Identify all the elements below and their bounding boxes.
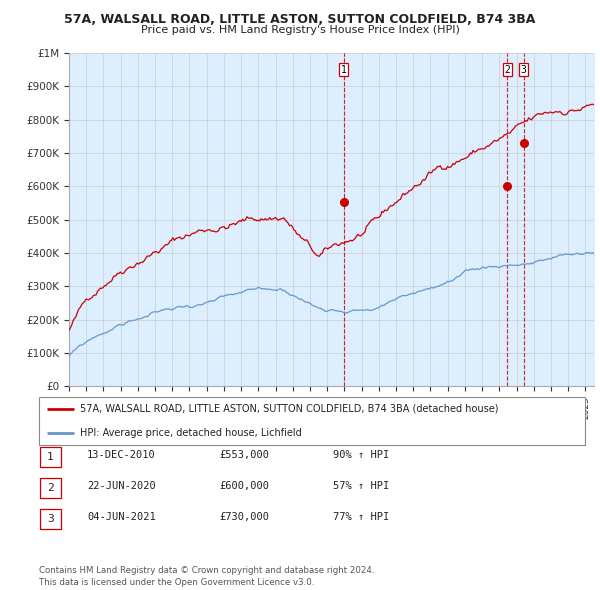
Text: 57A, WALSALL ROAD, LITTLE ASTON, SUTTON COLDFIELD, B74 3BA: 57A, WALSALL ROAD, LITTLE ASTON, SUTTON … bbox=[64, 13, 536, 26]
Text: 04-JUN-2021: 04-JUN-2021 bbox=[87, 512, 156, 522]
Text: 3: 3 bbox=[47, 514, 54, 523]
Text: HPI: Average price, detached house, Lichfield: HPI: Average price, detached house, Lich… bbox=[80, 428, 302, 438]
Text: 57A, WALSALL ROAD, LITTLE ASTON, SUTTON COLDFIELD, B74 3BA (detached house): 57A, WALSALL ROAD, LITTLE ASTON, SUTTON … bbox=[80, 404, 499, 414]
Text: 90% ↑ HPI: 90% ↑ HPI bbox=[333, 451, 389, 460]
Text: 3: 3 bbox=[521, 65, 527, 75]
Text: 2: 2 bbox=[505, 65, 511, 75]
Text: £600,000: £600,000 bbox=[219, 481, 269, 491]
Text: 22-JUN-2020: 22-JUN-2020 bbox=[87, 481, 156, 491]
Text: 1: 1 bbox=[341, 65, 347, 75]
Text: 2: 2 bbox=[47, 483, 54, 493]
Text: Price paid vs. HM Land Registry's House Price Index (HPI): Price paid vs. HM Land Registry's House … bbox=[140, 25, 460, 35]
Text: £553,000: £553,000 bbox=[219, 451, 269, 460]
Text: 1: 1 bbox=[47, 453, 54, 462]
Text: Contains HM Land Registry data © Crown copyright and database right 2024.
This d: Contains HM Land Registry data © Crown c… bbox=[39, 566, 374, 587]
Text: 77% ↑ HPI: 77% ↑ HPI bbox=[333, 512, 389, 522]
Text: 13-DEC-2010: 13-DEC-2010 bbox=[87, 451, 156, 460]
Text: £730,000: £730,000 bbox=[219, 512, 269, 522]
Text: 57% ↑ HPI: 57% ↑ HPI bbox=[333, 481, 389, 491]
